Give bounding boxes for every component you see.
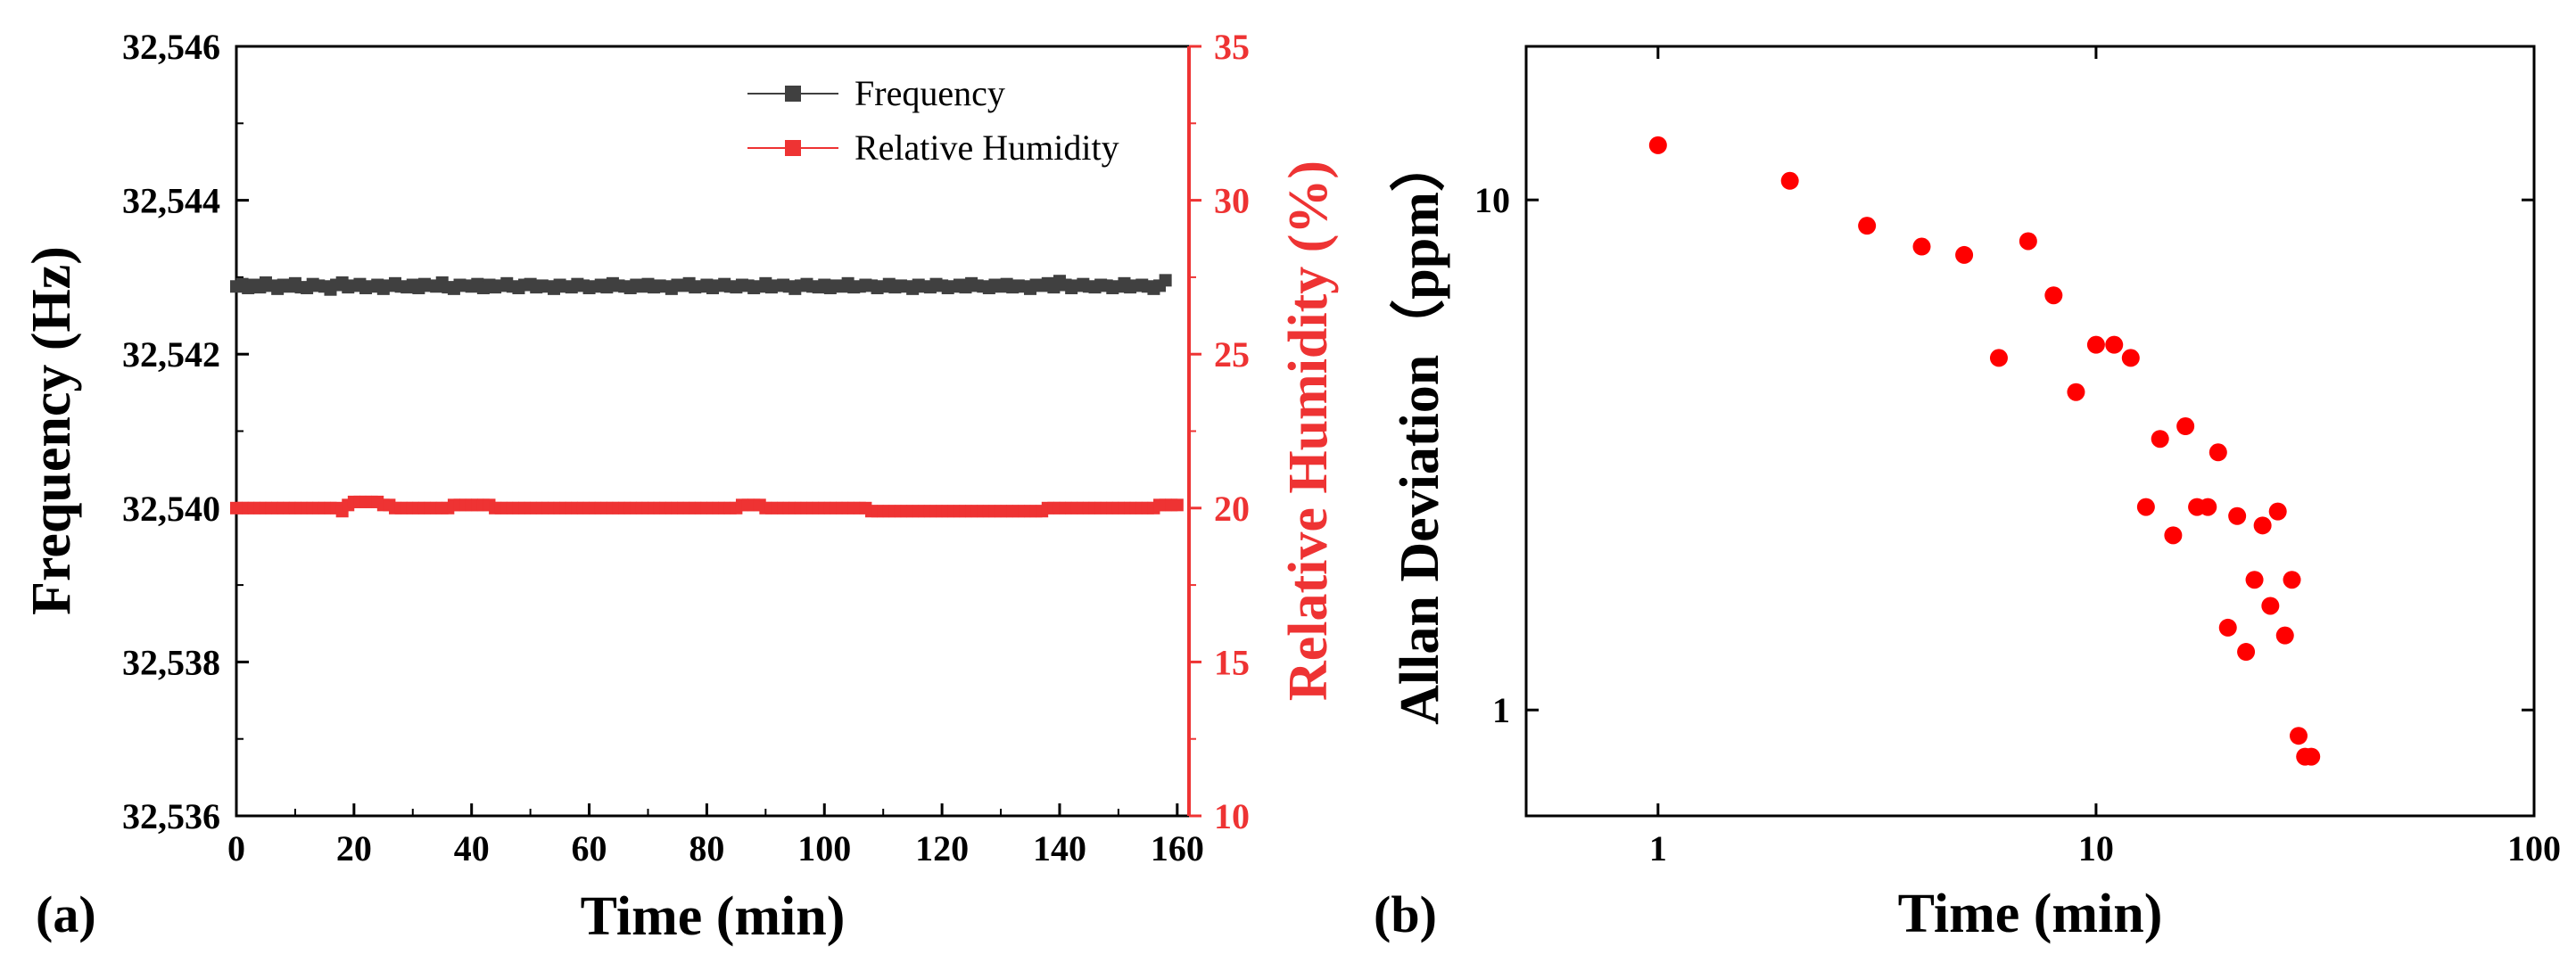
chart-b: 1 10 100 1 10 Time (min) Allan Deviation（pp… [1374,45,2561,944]
chart-a-x-tick-label: 100 [797,828,851,868]
data-point-allan [2164,526,2183,545]
data-point-allan [1858,217,1877,235]
data-point-allan [2268,502,2287,521]
chart-b-y-axis-label: Allan Deviation（ppm） [1388,136,1450,725]
data-point-allan [2245,571,2264,589]
chart-a-x-tick-label: 120 [915,828,969,868]
data-point-allan [2302,747,2321,766]
chart-b-y-ticks: 1 10 [1474,180,2534,730]
chart-a: 0 20 40 60 80 100 120 140 160 32,536 32,538 32,540… [21,27,1339,947]
chart-a-y-left-tick-label: 32,540 [122,489,220,529]
data-point-allan [2067,383,2085,401]
chart-a-y-right-tick-label: 30 [1214,181,1250,221]
chart-a-legend: Frequency Relative Humidity [747,73,1119,168]
chart-a-y-left-tick-label: 32,542 [122,334,220,374]
data-point-frequency [1159,274,1172,287]
chart-a-y-left-tick-label: 32,536 [122,796,220,836]
data-point-allan [2283,571,2301,589]
chart-a-y-left-axis-label: Frequency (Hz) [21,246,82,615]
chart-a-x-tick-label: 160 [1151,828,1204,868]
legend-humidity-marker [785,140,801,156]
data-point-allan [2289,727,2308,745]
chart-b-x-ticks: 1 10 100 [1649,46,2561,868]
data-point-allan [1912,237,1931,256]
data-point-allan [2199,498,2217,516]
chart-a-x-tick-label: 0 [227,828,245,868]
chart-b-points [1648,136,2321,766]
data-point-allan [1989,349,2008,367]
data-point-allan [2253,516,2272,535]
chart-a-y-left-tick-label: 32,538 [122,642,220,682]
data-point-allan [2275,626,2294,645]
chart-a-y-right-tick-label: 20 [1214,489,1250,529]
data-point-allan [2218,618,2237,637]
panel-label-a: (a) [36,885,96,943]
data-point-allan [1648,136,1667,154]
chart-b-x-axis-label: Time (min) [1898,884,2163,944]
legend-frequency-marker [785,86,801,102]
chart-a-x-tick-label: 60 [572,828,607,868]
chart-a-x-ticks: 0 20 40 60 80 100 120 140 160 [227,803,1204,868]
data-point-allan [2136,498,2155,516]
data-point-allan [2209,443,2227,462]
chart-b-plot-frame [1524,45,2536,818]
chart-a-y-right-ticks: 10 15 20 25 30 35 [1189,27,1250,836]
chart-b-x-tick-label: 1 [1649,828,1667,868]
chart-a-y-right-tick-label: 35 [1214,27,1250,67]
data-point-allan [2019,232,2037,251]
data-point-allan [2176,417,2195,436]
chart-a-x-tick-label: 40 [454,828,490,868]
chart-a-x-tick-label: 80 [689,828,724,868]
chart-b-x-tick-label: 100 [2507,828,2561,868]
data-point-allan [2237,643,2256,662]
chart-a-series [230,274,1184,518]
panel-label-b: (b) [1374,885,1437,943]
data-point-allan [1955,245,1974,264]
data-point-allan [2228,506,2247,525]
data-point-allan [2105,335,2124,354]
legend-humidity-label: Relative Humidity [855,128,1119,168]
chart-a-y-right-axis-label: Relative Humidity (%) [1278,160,1339,701]
chart-a-x-tick-label: 20 [336,828,372,868]
chart-a-y-left-tick-label: 32,544 [122,181,220,221]
data-point-allan [2086,335,2105,354]
chart-a-y-left-tick-label: 32,546 [122,27,220,67]
data-point-humidity [1170,498,1184,512]
data-point-allan [2151,430,2169,449]
data-point-allan [2044,286,2063,305]
chart-a-y-left-ticks: 32,536 32,538 32,540 32,542 32,544 32,546 [122,27,249,836]
chart-a-y-right-tick-label: 25 [1214,334,1250,374]
chart-a-y-right-tick-label: 10 [1214,796,1250,836]
chart-a-x-tick-label: 140 [1033,828,1086,868]
data-point-allan [1780,171,1799,190]
chart-a-y-right-tick-label: 15 [1214,642,1250,682]
data-point-allan [2261,597,2280,615]
chart-a-x-axis-label: Time (min) [581,886,846,947]
chart-b-y-tick-label: 1 [1492,690,1510,730]
chart-b-y-tick-label: 10 [1474,180,1510,220]
data-point-allan [2121,349,2140,367]
chart-b-x-tick-label: 10 [2078,828,2114,868]
legend-frequency-label: Frequency [855,73,1005,113]
